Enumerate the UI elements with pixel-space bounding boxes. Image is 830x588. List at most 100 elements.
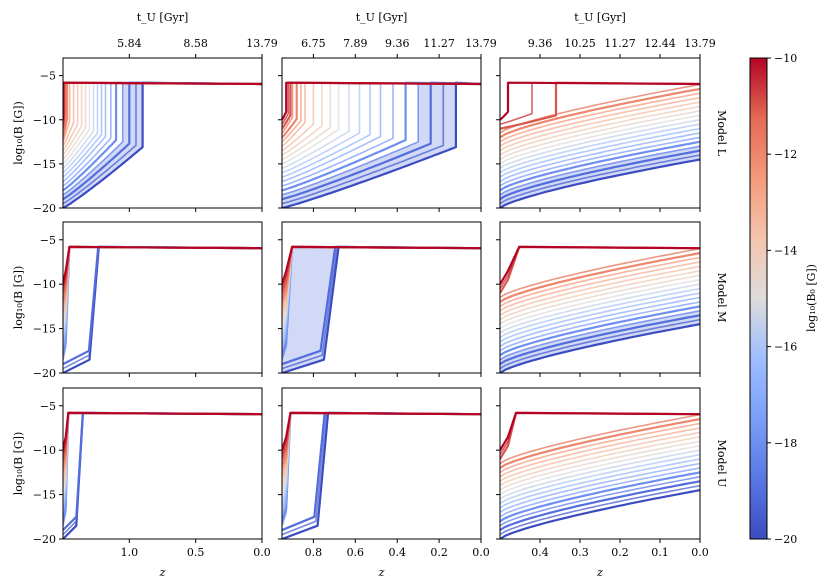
series-line-B0-12.5 xyxy=(500,256,700,308)
series-line-B0-12 xyxy=(63,81,262,139)
top-tick-label: 13.79 xyxy=(684,37,716,50)
series-line-B0-19 xyxy=(500,314,700,366)
series-line-B0-14 xyxy=(63,412,262,486)
top-tick-label: 13.79 xyxy=(465,37,497,50)
series-line-B0-15.5 xyxy=(282,81,481,170)
series-line-B0-19 xyxy=(500,480,700,532)
top-tick-label: 13.79 xyxy=(246,37,278,50)
y-tick-label: −10 xyxy=(33,444,56,457)
x-tick-label: 0.0 xyxy=(472,546,490,559)
series-line-B0-11.5 xyxy=(63,246,262,298)
series-line-B0-10 xyxy=(282,245,481,285)
series-line-B0-11 xyxy=(282,81,481,130)
series-line-B0-20 xyxy=(282,411,481,539)
panel-frame xyxy=(281,57,482,209)
series-line-B0-19.5 xyxy=(500,318,700,370)
top-tick-label: 5.84 xyxy=(117,37,142,50)
series-line-B0-13.5 xyxy=(500,101,700,152)
panel-frame xyxy=(499,57,701,209)
x-tick-label: 0.4 xyxy=(388,546,406,559)
top-tick-label: 6.75 xyxy=(301,37,326,50)
panel-lines xyxy=(500,81,700,208)
series-line-B0-12.5 xyxy=(63,81,262,143)
top-tick-label: 8.58 xyxy=(183,37,208,50)
series-line-B0-10 xyxy=(282,81,481,121)
panel-frame xyxy=(62,57,263,209)
series-line-B0-17 xyxy=(282,412,481,513)
x-axis-label: z xyxy=(378,566,385,579)
series-line-B0-10.5 xyxy=(282,81,481,125)
series-line-B0-14.5 xyxy=(282,81,481,161)
panel-lines xyxy=(500,245,700,373)
colorbar: −10 −12 −14 −16 −18 −20 log₁₀(B₀ [G]) xyxy=(749,52,818,546)
series-line-B0-17 xyxy=(63,412,262,513)
panel-r1-c1: −5 −10 −15 −20 5.84 8.58 13.79 xyxy=(33,37,278,215)
series-line-B0-13.5 xyxy=(500,265,700,316)
colorbar-tick-label: −16 xyxy=(774,341,797,354)
series-line-B0-14.5 xyxy=(63,81,262,161)
series-line-B0-20 xyxy=(63,81,262,208)
series-line-B0-18.5 xyxy=(500,310,700,361)
panel-lines xyxy=(282,245,481,373)
top-axis-label: t_U [Gyr] xyxy=(574,11,626,24)
series-line-B0-16.5 xyxy=(500,458,700,509)
series-line-B0-18.5 xyxy=(282,412,481,526)
series-line-B0-18 xyxy=(282,411,481,522)
series-line-B0-13 xyxy=(282,412,481,478)
series-line-B0-16 xyxy=(282,81,481,174)
x-axis-label: z xyxy=(159,566,166,579)
top-tick-label: 10.25 xyxy=(564,37,596,50)
series-line-B0-19 xyxy=(63,245,262,366)
y-tick-label: −15 xyxy=(33,323,56,336)
series-line-B0-14 xyxy=(500,270,700,321)
series-line-B0-11.5 xyxy=(63,412,262,464)
series-line-B0-19 xyxy=(282,81,481,201)
x-tick-label: 0.1 xyxy=(651,546,669,559)
series-line-B0-12.5 xyxy=(282,81,481,143)
series-line-B0-20 xyxy=(500,158,700,208)
colorbar-tick-label: −12 xyxy=(774,148,797,161)
series-line-B0-12.5 xyxy=(282,412,481,473)
series-line-B0-10.5 xyxy=(63,246,262,289)
series-line-B0-19.5 xyxy=(282,81,481,205)
series-line-B0-17.5 xyxy=(63,81,262,187)
series-line-B0-15 xyxy=(500,278,700,330)
panel-lines xyxy=(500,411,700,539)
top-tick-label: 7.89 xyxy=(343,37,368,50)
series-line-B0-13 xyxy=(500,96,700,147)
x-tick-label: 0.4 xyxy=(531,546,549,559)
top-tick-label: 12.44 xyxy=(644,37,676,50)
colorbar-tick-label: −20 xyxy=(774,533,797,546)
series-line-B0-19 xyxy=(500,149,700,201)
series-line-B0-18 xyxy=(282,81,481,192)
series-line-B0-17 xyxy=(63,81,262,183)
panel-r2-c2 xyxy=(278,221,482,377)
series-line-B0-12 xyxy=(282,81,481,139)
series-line-B0-13 xyxy=(500,261,700,312)
top-tick-label: 9.36 xyxy=(385,37,410,50)
series-line-B0-17.5 xyxy=(282,412,481,518)
x-tick-label: 0.0 xyxy=(691,546,709,559)
panel-lines xyxy=(63,411,262,539)
y-axis-label: log₁₀(B [G]) xyxy=(12,432,25,496)
series-line-B0-16.5 xyxy=(500,127,700,178)
series-line-B0-17.5 xyxy=(282,81,481,187)
series-line-B0-14.5 xyxy=(500,110,700,161)
y-tick-label: −5 xyxy=(40,234,56,247)
panel-frame xyxy=(281,221,482,374)
series-line-B0-16 xyxy=(63,81,262,174)
x-tick-label: 0.0 xyxy=(253,546,271,559)
series-line-B0-14.5 xyxy=(282,412,481,491)
colorbar-tick-label: −10 xyxy=(774,52,797,65)
panel-frame xyxy=(499,387,701,540)
series-line-B0-15 xyxy=(500,114,700,165)
colorbar-tick-label: −18 xyxy=(774,437,797,450)
panel-lines xyxy=(63,81,262,208)
series-line-B0-13.5 xyxy=(63,412,262,482)
panel-r1-c3: 9.36 10.25 11.27 12.44 13.79 xyxy=(496,37,716,212)
panel-r1-c2: 6.75 7.89 9.36 11.27 13.79 xyxy=(278,37,497,212)
series-line-B0-17.5 xyxy=(500,136,700,187)
series-line-B0-13 xyxy=(282,81,481,147)
panel-r2-c3 xyxy=(496,221,701,377)
x-tick-label: 0.6 xyxy=(347,546,365,559)
